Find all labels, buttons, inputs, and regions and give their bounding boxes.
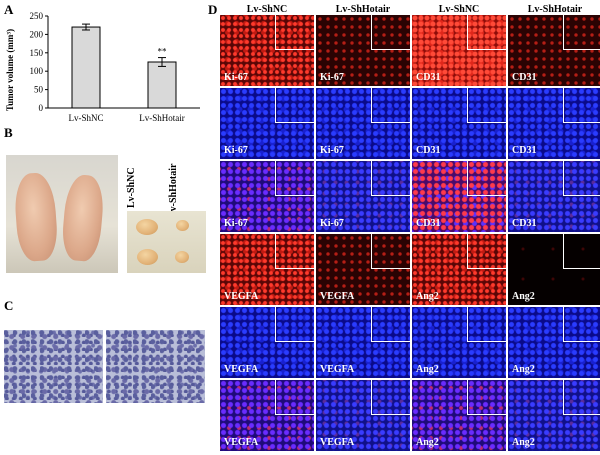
stain-label: VEGFA [224,291,259,302]
stain-label: Ki-67 [320,72,344,83]
micrograph-r0-c0: Ki-67 [220,15,314,86]
stain-label: CD31 [416,72,441,83]
y-tick-label: 50 [34,85,44,95]
bar-lv-shhotair [147,61,177,109]
micrograph-r4-c2: Ang2 [412,307,506,378]
micrograph-r3-c3: Ang2 [508,234,600,305]
stain-label: Ki-67 [224,218,248,229]
zoom-inset [371,15,410,50]
zoom-inset [275,234,314,269]
tumor-volume-chart: Tumor volume (mm³) 0 50 100 150 200 250 Lv-ShN… [5,11,200,123]
y-tick-label: 200 [30,29,44,39]
micrograph-r1-c0: Ki-67 [220,88,314,159]
mice-photo [6,155,118,273]
micrograph-r5-c1: VEGFA [316,380,410,451]
zoom-inset [467,380,506,415]
zoom-inset [467,161,506,196]
micrograph-r4-c0: VEGFA [220,307,314,378]
zoom-inset [563,380,600,415]
zoom-inset [563,307,600,342]
tumor-label-shhotair: Lv-ShHotair [168,163,179,218]
tumor-label-shnc: Lv-ShNC [126,167,137,208]
y-tick-label: 100 [30,66,44,76]
zoom-inset [563,234,600,269]
micrograph-r0-c3: CD31 [508,15,600,86]
micrograph-r5-c2: Ang2 [412,380,506,451]
zoom-inset [371,307,410,342]
micrograph-r2-c1: Ki-67 [316,161,410,232]
micrograph-r3-c1: VEGFA [316,234,410,305]
zoom-inset [371,234,410,269]
stain-label: CD31 [416,145,441,156]
y-tick-label: 0 [39,103,44,113]
histology-image-shhotair [106,330,205,403]
panel-letter-b: B [4,125,13,140]
micrograph-r5-c0: VEGFA [220,380,314,451]
micrograph-r2-c0: Ki-67 [220,161,314,232]
micrograph-r2-c2: CD31 [412,161,506,232]
stain-label: CD31 [512,145,537,156]
zoom-inset [371,380,410,415]
panel-letter-d: D [208,2,218,17]
zoom-inset [275,15,314,50]
bar-lv-shnc [71,26,101,109]
micrograph-r5-c3: Ang2 [508,380,600,451]
zoom-inset [467,307,506,342]
panel-letter-a: A [4,2,14,17]
zoom-inset [563,15,600,50]
y-tick-label: 250 [30,11,44,21]
zoom-inset [275,380,314,415]
micrograph-r1-c3: CD31 [508,88,600,159]
stain-label: VEGFA [224,364,259,375]
stain-label: CD31 [512,218,537,229]
stain-label: Ki-67 [320,145,344,156]
column-header-3: Lv-ShHotair [527,4,583,15]
column-header-1: Lv-ShHotair [335,4,391,15]
stain-label: Ang2 [416,437,439,448]
micrograph-r4-c3: Ang2 [508,307,600,378]
zoom-inset [371,88,410,123]
zoom-inset [275,307,314,342]
stain-label: VEGFA [320,364,355,375]
y-tick-label: 150 [30,48,44,58]
stain-label: Ki-67 [320,218,344,229]
stain-label: Ang2 [416,291,439,302]
stain-label: Ang2 [512,364,535,375]
significance-annotation: ** [158,47,168,57]
micrograph-r3-c0: VEGFA [220,234,314,305]
stain-label: Ki-67 [224,145,248,156]
micrograph-r3-c2: Ang2 [412,234,506,305]
y-axis-label: Tumor volume (mm³) [5,29,15,111]
stain-label: Ang2 [512,291,535,302]
stain-label: Ki-67 [224,72,248,83]
stain-label: VEGFA [224,437,259,448]
micrograph-r4-c1: VEGFA [316,307,410,378]
micrograph-r0-c2: CD31 [412,15,506,86]
zoom-inset [467,15,506,50]
zoom-inset [275,161,314,196]
column-header-2: Lv-ShNC [438,4,480,15]
zoom-inset [563,161,600,196]
zoom-inset [467,234,506,269]
zoom-inset [467,88,506,123]
zoom-inset [275,88,314,123]
micrograph-r0-c1: Ki-67 [316,15,410,86]
stain-label: Ang2 [416,364,439,375]
micrograph-r1-c1: Ki-67 [316,88,410,159]
stain-label: CD31 [512,72,537,83]
histology-image-shnc [4,330,103,403]
stain-label: CD31 [416,218,441,229]
panel-letter-c: C [4,298,14,313]
zoom-inset [563,88,600,123]
excised-tumors-photo [127,211,206,273]
x-tick-label: Lv-ShNC [68,113,103,123]
x-tick-label: Lv-ShHotair [139,113,185,123]
column-header-0: Lv-ShNC [246,4,288,15]
micrograph-r1-c2: CD31 [412,88,506,159]
micrograph-r2-c3: CD31 [508,161,600,232]
stain-label: VEGFA [320,437,355,448]
zoom-inset [371,161,410,196]
stain-label: VEGFA [320,291,355,302]
stain-label: Ang2 [512,437,535,448]
